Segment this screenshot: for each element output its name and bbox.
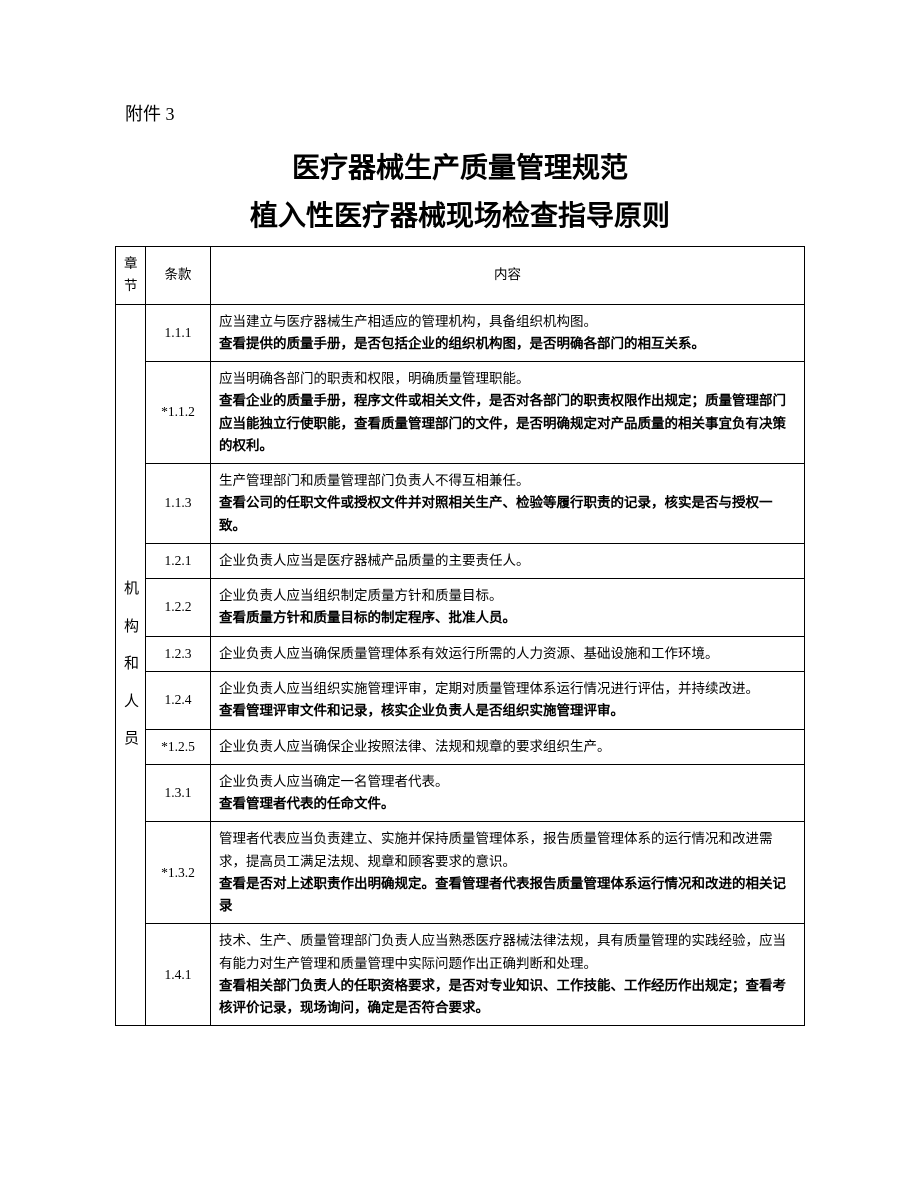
header-chapter-text: 章节: [124, 253, 137, 298]
header-clause: 条款: [146, 247, 211, 305]
table-row: 1.2.2企业负责人应当组织制定质量方针和质量目标。查看质量方针和质量目标的制定…: [116, 579, 805, 637]
content-cell: 企业负责人应当是医疗器械产品质量的主要责任人。: [211, 543, 805, 578]
table-row: 1.4.1技术、生产、质量管理部门负责人应当熟悉医疗器械法律法规，具有质量管理的…: [116, 924, 805, 1026]
content-text: 生产管理部门和质量管理部门负责人不得互相兼任。: [219, 470, 796, 492]
header-content: 内容: [211, 247, 805, 305]
clause-cell: 1.1.3: [146, 464, 211, 544]
table-row: 1.2.3 企业负责人应当确保质量管理体系有效运行所需的人力资源、基础设施和工作环…: [116, 636, 805, 671]
clause-cell: 1.2.2: [146, 579, 211, 637]
table-row: 1.3.1企业负责人应当确定一名管理者代表。查看管理者代表的任命文件。: [116, 764, 805, 822]
content-text: 企业负责人应当组织实施管理评审，定期对质量管理体系运行情况进行评估，并持续改进。: [219, 678, 796, 700]
clause-cell: 1.1.1: [146, 304, 211, 362]
content-text: 企业负责人应当确保质量管理体系有效运行所需的人力资源、基础设施和工作环境。: [219, 643, 796, 665]
content-text: 查看相关部门负责人的任职资格要求，是否对专业知识、工作技能、工作经历作出规定；查…: [219, 975, 796, 1020]
clause-cell: *1.2.5: [146, 729, 211, 764]
table-header-row: 章节 条款 内容: [116, 247, 805, 305]
content-text: 查看管理者代表的任命文件。: [219, 793, 796, 815]
content-text: 查看企业的质量手册，程序文件或相关文件，是否对各部门的职责权限作出规定；质量管理…: [219, 390, 796, 457]
title-line-2: 植入性医疗器械现场检查指导原则: [115, 194, 805, 234]
table-row: 1.2.1 企业负责人应当是医疗器械产品质量的主要责任人。: [116, 543, 805, 578]
table-row: *1.2.5 企业负责人应当确保企业按照法律、法规和规章的要求组织生产。: [116, 729, 805, 764]
table-row: *1.3.2管理者代表应当负责建立、实施并保持质量管理体系，报告质量管理体系的运…: [116, 822, 805, 924]
content-cell: 管理者代表应当负责建立、实施并保持质量管理体系，报告质量管理体系的运行情况和改进…: [211, 822, 805, 924]
content-cell: 应当建立与医疗器械生产相适应的管理机构，具备组织机构图。查看提供的质量手册，是否…: [211, 304, 805, 362]
content-text: 技术、生产、质量管理部门负责人应当熟悉医疗器械法律法规，具有质量管理的实践经验，…: [219, 930, 796, 975]
content-cell: 应当明确各部门的职责和权限，明确质量管理职能。查看企业的质量手册，程序文件或相关…: [211, 362, 805, 464]
table-row: 1.2.4企业负责人应当组织实施管理评审，定期对质量管理体系运行情况进行评估，并…: [116, 671, 805, 729]
header-chapter: 章节: [116, 247, 146, 305]
content-cell: 企业负责人应当确保企业按照法律、法规和规章的要求组织生产。: [211, 729, 805, 764]
clause-cell: *1.3.2: [146, 822, 211, 924]
content-text: 应当明确各部门的职责和权限，明确质量管理职能。: [219, 368, 796, 390]
content-text: 企业负责人应当确定一名管理者代表。: [219, 771, 796, 793]
content-cell: 企业负责人应当组织制定质量方针和质量目标。查看质量方针和质量目标的制定程序、批准…: [211, 579, 805, 637]
content-text: 应当建立与医疗器械生产相适应的管理机构，具备组织机构图。: [219, 311, 796, 333]
clause-cell: 1.2.1: [146, 543, 211, 578]
content-cell: 企业负责人应当组织实施管理评审，定期对质量管理体系运行情况进行评估，并持续改进。…: [211, 671, 805, 729]
content-text: 查看公司的任职文件或授权文件并对照相关生产、检验等履行职责的记录，核实是否与授权…: [219, 492, 796, 537]
content-text: 管理者代表应当负责建立、实施并保持质量管理体系，报告质量管理体系的运行情况和改进…: [219, 828, 796, 873]
clause-cell: 1.2.3: [146, 636, 211, 671]
chapter-cell: 机构和人员: [116, 304, 146, 1026]
clause-cell: 1.4.1: [146, 924, 211, 1026]
clause-cell: 1.2.4: [146, 671, 211, 729]
content-cell: 企业负责人应当确定一名管理者代表。查看管理者代表的任命文件。: [211, 764, 805, 822]
table-row: *1.1.2应当明确各部门的职责和权限，明确质量管理职能。查看企业的质量手册，程…: [116, 362, 805, 464]
content-text: 查看质量方针和质量目标的制定程序、批准人员。: [219, 607, 796, 629]
content-text: 企业负责人应当确保企业按照法律、法规和规章的要求组织生产。: [219, 736, 796, 758]
content-cell: 企业负责人应当确保质量管理体系有效运行所需的人力资源、基础设施和工作环境。: [211, 636, 805, 671]
content-text: 企业负责人应当是医疗器械产品质量的主要责任人。: [219, 550, 796, 572]
clause-cell: *1.1.2: [146, 362, 211, 464]
clause-cell: 1.3.1: [146, 764, 211, 822]
content-text: 查看是否对上述职责作出明确规定。查看管理者代表报告质量管理体系运行情况和改进的相…: [219, 873, 796, 918]
main-table: 章节 条款 内容 机构和人员1.1.1应当建立与医疗器械生产相适应的管理机构，具…: [115, 246, 805, 1026]
title-line-1: 医疗器械生产质量管理规范: [115, 146, 805, 186]
table-row: 1.1.3生产管理部门和质量管理部门负责人不得互相兼任。查看公司的任职文件或授权…: [116, 464, 805, 544]
content-text: 企业负责人应当组织制定质量方针和质量目标。: [219, 585, 796, 607]
content-cell: 技术、生产、质量管理部门负责人应当熟悉医疗器械法律法规，具有质量管理的实践经验，…: [211, 924, 805, 1026]
attachment-label: 附件 3: [125, 100, 805, 126]
content-text: 查看提供的质量手册，是否包括企业的组织机构图，是否明确各部门的相互关系。: [219, 333, 796, 355]
table-row: 机构和人员1.1.1应当建立与医疗器械生产相适应的管理机构，具备组织机构图。查看…: [116, 304, 805, 362]
content-cell: 生产管理部门和质量管理部门负责人不得互相兼任。查看公司的任职文件或授权文件并对照…: [211, 464, 805, 544]
content-text: 查看管理评审文件和记录，核实企业负责人是否组织实施管理评审。: [219, 700, 796, 722]
